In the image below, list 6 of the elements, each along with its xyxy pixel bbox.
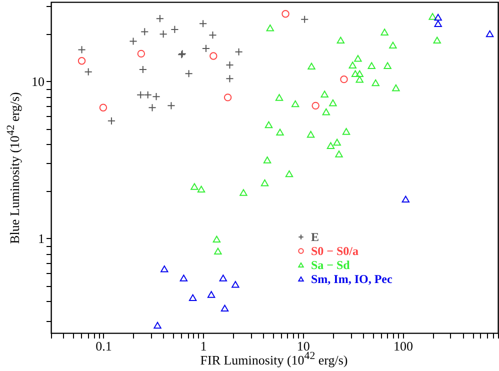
x-tick-label: 100 xyxy=(393,338,413,354)
legend-label: S0 − S0/a xyxy=(311,244,359,258)
legend-label: E xyxy=(311,230,320,244)
legend-label: Sa − Sd xyxy=(311,258,350,272)
x-tick-label: 0.1 xyxy=(96,338,112,354)
legend-label: Sm, Im, IO, Pec xyxy=(311,272,393,286)
